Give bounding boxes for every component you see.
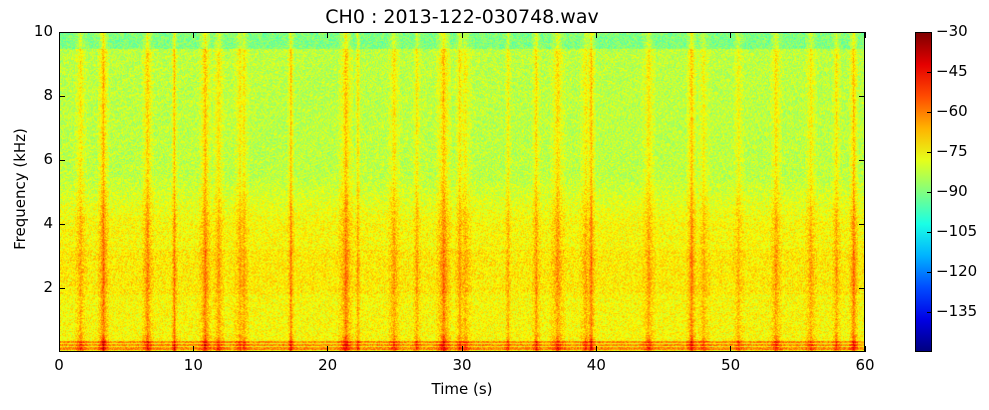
colorbar-tick-mark	[927, 191, 932, 193]
y-tick-mark-right	[859, 31, 865, 33]
x-tick-mark	[58, 346, 60, 352]
y-tick-label: 2	[43, 278, 53, 296]
y-tick-label: 4	[43, 214, 53, 232]
y-tick-mark-right	[859, 223, 865, 225]
colorbar-tick-mark	[927, 271, 932, 273]
spectrogram-image	[60, 33, 864, 351]
x-tick-mark	[192, 346, 194, 352]
spectrogram-plot-area	[59, 32, 865, 352]
colorbar-tick-mark	[927, 231, 932, 233]
y-axis-label: Frequency (kHz)	[11, 128, 29, 250]
colorbar-tick-mark	[927, 151, 932, 153]
colorbar-tick-label: −135	[936, 302, 978, 320]
y-tick-mark	[59, 31, 65, 33]
x-tick-label: 50	[721, 356, 741, 374]
x-tick-label: 40	[586, 356, 606, 374]
x-tick-mark	[595, 346, 597, 352]
y-tick-mark	[59, 95, 65, 97]
x-tick-label: 60	[855, 356, 875, 374]
y-tick-mark-right	[859, 95, 865, 97]
chart-title: CH0 : 2013-122-030748.wav	[325, 6, 599, 28]
x-axis-label: Time (s)	[431, 380, 493, 398]
x-tick-mark-top	[864, 32, 866, 38]
colorbar-tick-mark	[927, 31, 932, 33]
x-tick-mark-top	[192, 32, 194, 38]
x-tick-mark	[327, 346, 329, 352]
x-tick-label: 0	[54, 356, 64, 374]
y-tick-mark	[59, 287, 65, 289]
colorbar-tick-label: −105	[936, 222, 978, 240]
colorbar-tick-label: −45	[936, 62, 968, 80]
x-tick-mark	[730, 346, 732, 352]
y-tick-mark-right	[859, 159, 865, 161]
x-tick-mark-top	[595, 32, 597, 38]
y-tick-mark-right	[859, 287, 865, 289]
y-tick-label: 10	[33, 22, 53, 40]
y-tick-mark	[59, 159, 65, 161]
y-tick-mark	[59, 223, 65, 225]
x-tick-label: 10	[183, 356, 203, 374]
colorbar-tick-label: −30	[936, 22, 968, 40]
colorbar-tick-label: −120	[936, 262, 978, 280]
x-tick-mark	[461, 346, 463, 352]
colorbar-tick-mark	[927, 311, 932, 313]
y-tick-label: 8	[43, 86, 53, 104]
colorbar-tick-label: −75	[936, 142, 968, 160]
x-tick-mark-top	[461, 32, 463, 38]
x-tick-mark	[864, 346, 866, 352]
y-tick-label: 6	[43, 150, 53, 168]
x-tick-label: 30	[452, 356, 472, 374]
x-tick-mark-top	[327, 32, 329, 38]
x-tick-mark-top	[58, 32, 60, 38]
colorbar-tick-label: −90	[936, 182, 968, 200]
x-tick-mark-top	[730, 32, 732, 38]
x-tick-label: 20	[318, 356, 338, 374]
colorbar-tick-mark	[927, 111, 932, 113]
colorbar-tick-label: −60	[936, 102, 968, 120]
colorbar-tick-mark	[927, 71, 932, 73]
